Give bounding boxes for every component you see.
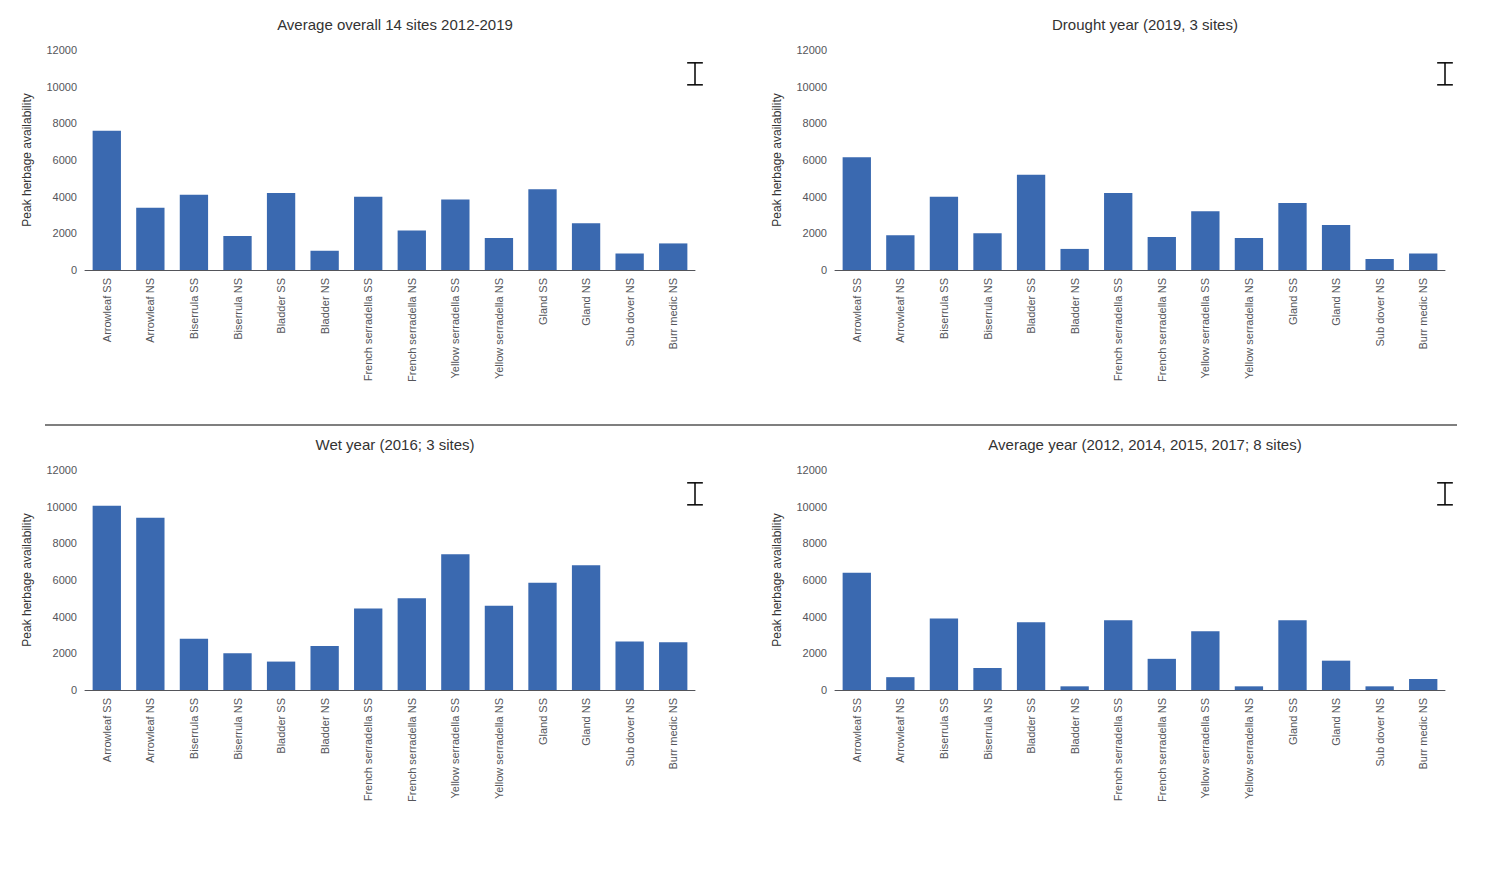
svg-text:Gland NS: Gland NS: [1330, 278, 1342, 326]
svg-text:0: 0: [71, 264, 77, 276]
svg-text:10000: 10000: [796, 501, 827, 513]
svg-text:Gland SS: Gland SS: [537, 278, 549, 325]
svg-text:2000: 2000: [53, 227, 77, 239]
svg-text:Peak herbage availability: Peak herbage availability: [20, 513, 34, 646]
svg-text:Arrowleaf NS: Arrowleaf NS: [894, 278, 906, 343]
svg-text:8000: 8000: [53, 537, 77, 549]
svg-text:Arrowleaf SS: Arrowleaf SS: [851, 278, 863, 342]
svg-text:Yellow serradella NS: Yellow serradella NS: [493, 698, 505, 799]
svg-text:Yellow serradella NS: Yellow serradella NS: [1243, 698, 1255, 799]
svg-text:Sub dover NS: Sub dover NS: [624, 278, 636, 346]
svg-text:Yellow serradella SS: Yellow serradella SS: [449, 698, 461, 798]
svg-text:4000: 4000: [803, 611, 827, 623]
svg-text:Burr medic NS: Burr medic NS: [667, 698, 679, 770]
svg-text:Biserrula NS: Biserrula NS: [982, 278, 994, 340]
svg-text:Bladder NS: Bladder NS: [1069, 698, 1081, 754]
svg-text:Yellow serradella NS: Yellow serradella NS: [493, 278, 505, 379]
svg-text:Gland SS: Gland SS: [537, 698, 549, 745]
svg-text:Bladder SS: Bladder SS: [1025, 698, 1037, 754]
svg-text:Biserrula SS: Biserrula SS: [188, 698, 200, 759]
svg-text:Yellow serradella NS: Yellow serradella NS: [1243, 278, 1255, 379]
svg-text:8000: 8000: [53, 117, 77, 129]
svg-text:Gland NS: Gland NS: [1330, 698, 1342, 746]
svg-text:12000: 12000: [46, 44, 77, 56]
svg-text:12000: 12000: [796, 464, 827, 476]
svg-text:10000: 10000: [46, 81, 77, 93]
svg-text:French serradella SS: French serradella SS: [362, 278, 374, 381]
svg-text:Gland NS: Gland NS: [580, 698, 592, 746]
svg-text:Biserrula NS: Biserrula NS: [982, 698, 994, 760]
svg-text:Bladder SS: Bladder SS: [275, 698, 287, 754]
svg-text:French serradella SS: French serradella SS: [362, 698, 374, 801]
svg-text:Bladder NS: Bladder NS: [1069, 278, 1081, 334]
svg-text:Biserrula NS: Biserrula NS: [232, 698, 244, 760]
svg-text:6000: 6000: [803, 574, 827, 586]
svg-text:12000: 12000: [796, 44, 827, 56]
svg-text:Bladder NS: Bladder NS: [319, 278, 331, 334]
svg-text:Bladder NS: Bladder NS: [319, 698, 331, 754]
svg-text:6000: 6000: [53, 574, 77, 586]
svg-text:Sub dover NS: Sub dover NS: [1374, 278, 1386, 346]
svg-text:2000: 2000: [803, 647, 827, 659]
svg-text:French serradella NS: French serradella NS: [1156, 278, 1168, 382]
svg-text:4000: 4000: [53, 611, 77, 623]
svg-text:4000: 4000: [53, 191, 77, 203]
svg-text:French serradella NS: French serradella NS: [406, 698, 418, 802]
svg-text:Yellow serradella SS: Yellow serradella SS: [1199, 698, 1211, 798]
svg-text:0: 0: [821, 684, 827, 696]
svg-text:Average overall 14 sites 2012-: Average overall 14 sites 2012-2019: [277, 16, 513, 33]
svg-text:Arrowleaf NS: Arrowleaf NS: [144, 698, 156, 763]
svg-text:Average year (2012, 2014, 2015: Average year (2012, 2014, 2015, 2017; 8 …: [988, 436, 1301, 453]
svg-text:Arrowleaf NS: Arrowleaf NS: [894, 698, 906, 763]
svg-text:French serradella NS: French serradella NS: [1156, 698, 1168, 802]
svg-text:Biserrula SS: Biserrula SS: [188, 278, 200, 339]
svg-text:French serradella SS: French serradella SS: [1112, 278, 1124, 381]
svg-text:Bladder SS: Bladder SS: [1025, 278, 1037, 334]
svg-text:Yellow serradella SS: Yellow serradella SS: [1199, 278, 1211, 378]
svg-text:Arrowleaf SS: Arrowleaf SS: [101, 698, 113, 762]
svg-text:Drought year (2019, 3 sites): Drought year (2019, 3 sites): [1052, 16, 1238, 33]
svg-text:Peak herbage availability: Peak herbage availability: [770, 513, 784, 646]
svg-text:8000: 8000: [803, 537, 827, 549]
svg-text:12000: 12000: [46, 464, 77, 476]
svg-text:Bladder SS: Bladder SS: [275, 278, 287, 334]
svg-text:Peak herbage availability: Peak herbage availability: [770, 93, 784, 226]
svg-text:Burr medic NS: Burr medic NS: [1417, 698, 1429, 770]
svg-text:0: 0: [821, 264, 827, 276]
svg-text:Sub dover NS: Sub dover NS: [624, 698, 636, 766]
svg-text:Peak herbage availability: Peak herbage availability: [20, 93, 34, 226]
svg-text:Yellow serradella SS: Yellow serradella SS: [449, 278, 461, 378]
svg-text:Burr medic NS: Burr medic NS: [667, 278, 679, 350]
svg-text:Gland NS: Gland NS: [580, 278, 592, 326]
svg-text:2000: 2000: [53, 647, 77, 659]
svg-text:6000: 6000: [803, 154, 827, 166]
svg-text:Arrowleaf SS: Arrowleaf SS: [101, 278, 113, 342]
svg-text:Biserrula SS: Biserrula SS: [938, 278, 950, 339]
svg-text:10000: 10000: [46, 501, 77, 513]
svg-text:2000: 2000: [803, 227, 827, 239]
svg-text:Sub dover NS: Sub dover NS: [1374, 698, 1386, 766]
svg-text:French serradella SS: French serradella SS: [1112, 698, 1124, 801]
svg-text:6000: 6000: [53, 154, 77, 166]
svg-text:Arrowleaf SS: Arrowleaf SS: [851, 698, 863, 762]
svg-text:Gland SS: Gland SS: [1287, 278, 1299, 325]
svg-text:0: 0: [71, 684, 77, 696]
svg-text:Gland SS: Gland SS: [1287, 698, 1299, 745]
svg-text:Arrowleaf NS: Arrowleaf NS: [144, 278, 156, 343]
svg-text:4000: 4000: [803, 191, 827, 203]
svg-text:Wet year (2016; 3 sites): Wet year (2016; 3 sites): [316, 436, 475, 453]
svg-text:Burr medic NS: Burr medic NS: [1417, 278, 1429, 350]
svg-text:Biserrula NS: Biserrula NS: [232, 278, 244, 340]
svg-text:8000: 8000: [803, 117, 827, 129]
svg-text:French serradella NS: French serradella NS: [406, 278, 418, 382]
svg-text:10000: 10000: [796, 81, 827, 93]
svg-text:Biserrula SS: Biserrula SS: [938, 698, 950, 759]
